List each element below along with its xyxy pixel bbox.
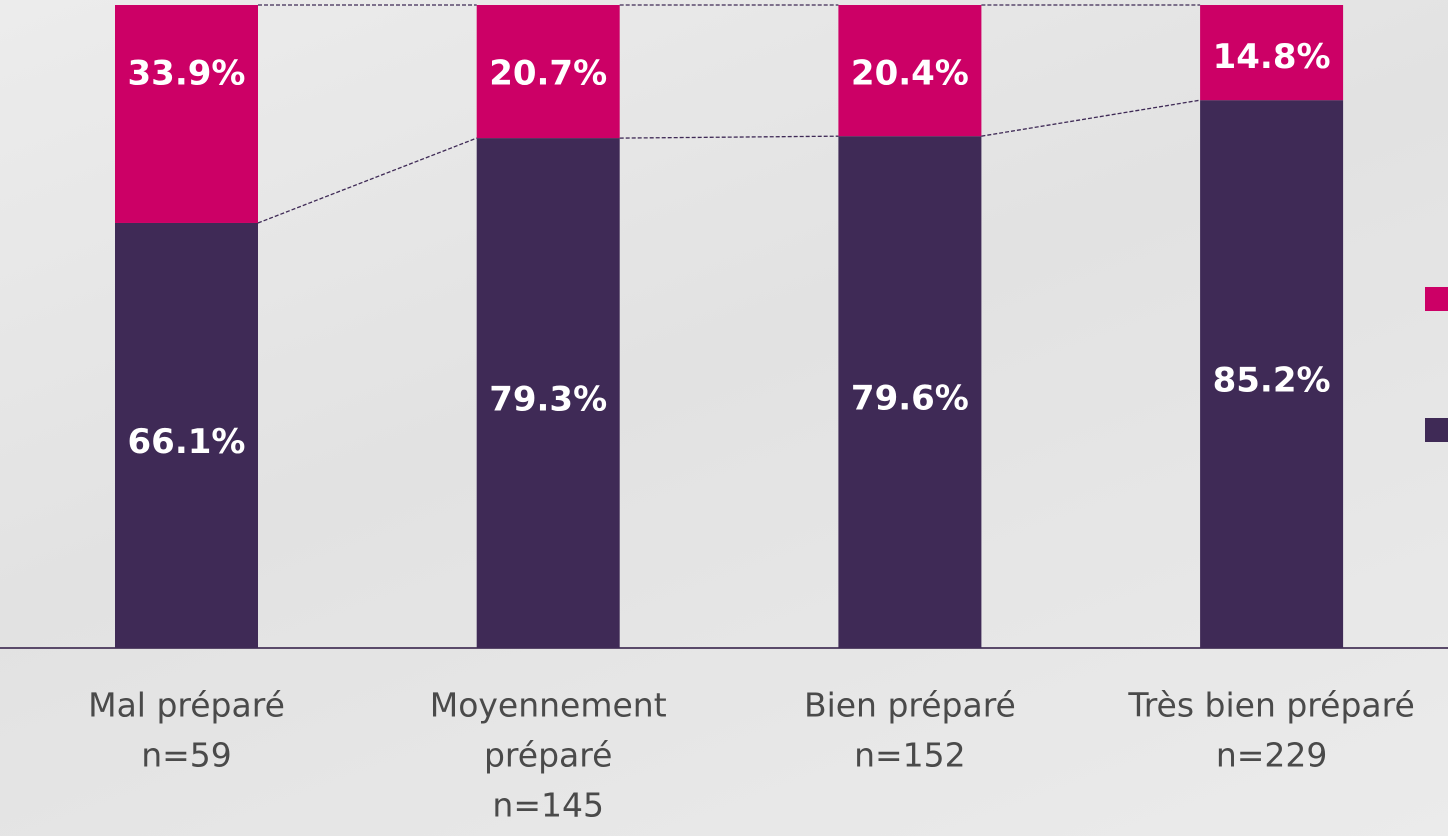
x-tick-label: n=229 xyxy=(1216,736,1328,775)
value-label: 14.8% xyxy=(1213,37,1331,77)
bar-segment xyxy=(115,222,258,649)
bar-segment xyxy=(838,136,982,648)
value-label: 79.3% xyxy=(489,380,607,420)
x-tick-label: Très bien préparé xyxy=(1127,686,1414,725)
connector xyxy=(981,99,1201,137)
value-label: 85.2% xyxy=(1213,361,1331,401)
bar-segment xyxy=(115,5,258,223)
bar-segment xyxy=(476,5,620,139)
legend-swatch xyxy=(1425,287,1448,311)
connector xyxy=(257,137,477,224)
bar-segment xyxy=(476,138,620,648)
value-label: 66.1% xyxy=(128,422,246,462)
value-label: 33.9% xyxy=(128,54,246,94)
x-tick-label: n=59 xyxy=(141,736,232,775)
bar-segment xyxy=(838,5,982,137)
bar-segment xyxy=(1200,100,1344,648)
legend-swatch xyxy=(1425,418,1448,442)
x-tick-label: préparé xyxy=(484,736,612,775)
x-tick-label: n=152 xyxy=(854,736,966,775)
value-label: 20.7% xyxy=(489,54,607,94)
x-tick-label: n=145 xyxy=(492,786,604,825)
connector xyxy=(619,135,839,139)
x-tick-label: Bien préparé xyxy=(804,686,1016,725)
bar-segment xyxy=(1200,5,1344,101)
value-label: 20.4% xyxy=(851,54,969,94)
value-label: 79.6% xyxy=(851,379,969,419)
x-tick-label: Moyennement xyxy=(430,686,667,725)
x-tick-label: Mal préparé xyxy=(88,686,285,725)
